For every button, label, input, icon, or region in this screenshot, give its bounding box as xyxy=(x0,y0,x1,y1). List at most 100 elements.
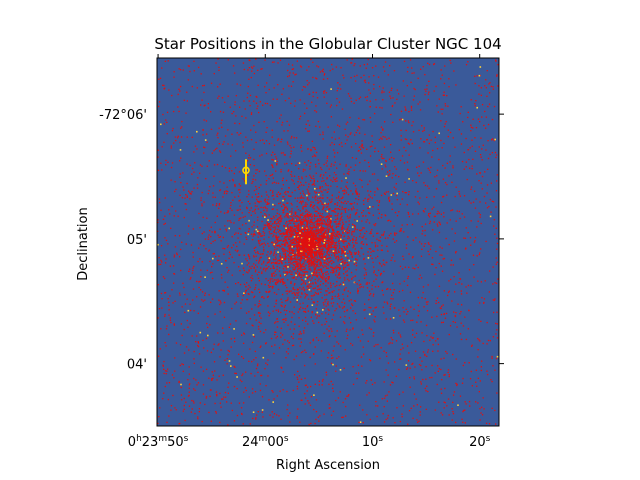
star-point xyxy=(248,78,250,80)
star-point xyxy=(443,374,445,376)
star-point xyxy=(341,258,343,260)
star-point xyxy=(431,208,433,210)
star-point xyxy=(496,242,499,245)
star-point xyxy=(354,275,356,277)
star-point xyxy=(399,420,401,423)
star-point xyxy=(368,194,370,196)
star-point xyxy=(468,310,470,312)
star-point xyxy=(343,250,345,252)
star-point xyxy=(442,164,444,167)
star-point xyxy=(251,70,253,72)
star-point xyxy=(276,225,278,227)
star-point xyxy=(283,282,285,284)
star-point xyxy=(275,274,277,276)
star-point xyxy=(448,290,450,292)
star-point xyxy=(261,296,263,298)
bright-star-point xyxy=(308,289,311,291)
star-point xyxy=(279,240,281,242)
star-point xyxy=(292,288,294,290)
star-point xyxy=(341,228,343,230)
star-point xyxy=(463,237,465,239)
star-point xyxy=(234,104,236,106)
star-point xyxy=(296,385,298,388)
star-point xyxy=(274,283,277,285)
star-point xyxy=(279,390,281,392)
star-point xyxy=(293,220,295,222)
bright-star-point xyxy=(296,299,298,301)
star-point xyxy=(407,360,410,362)
star-point xyxy=(402,391,404,393)
star-point xyxy=(320,253,322,255)
star-point xyxy=(269,74,271,76)
bright-star-point xyxy=(322,309,324,311)
star-point xyxy=(406,368,408,370)
star-point xyxy=(294,283,296,285)
star-point xyxy=(173,254,176,256)
star-point xyxy=(306,210,308,212)
star-point xyxy=(302,170,304,172)
star-point xyxy=(256,226,259,228)
star-point xyxy=(486,95,488,97)
star-point xyxy=(390,232,392,235)
star-point xyxy=(368,282,370,284)
star-point xyxy=(199,164,202,166)
star-point xyxy=(400,228,402,230)
star-point xyxy=(484,110,486,113)
star-point xyxy=(321,255,323,257)
star-point xyxy=(282,203,284,205)
star-point xyxy=(253,263,255,265)
star-point xyxy=(368,392,370,394)
star-point xyxy=(215,256,217,258)
star-point xyxy=(300,333,302,335)
star-point xyxy=(306,255,308,257)
star-point xyxy=(376,232,378,235)
star-point xyxy=(485,422,488,424)
star-point xyxy=(407,311,409,313)
star-point xyxy=(294,253,296,255)
star-point xyxy=(408,111,410,113)
star-point xyxy=(327,260,329,262)
star-point xyxy=(357,336,360,338)
star-point xyxy=(299,345,301,347)
star-point xyxy=(427,98,429,101)
star-point xyxy=(427,349,429,351)
star-point xyxy=(281,293,284,296)
star-point xyxy=(449,59,451,62)
star-point xyxy=(294,258,296,260)
star-point xyxy=(479,201,481,203)
star-point xyxy=(437,111,439,113)
star-point xyxy=(304,266,306,268)
star-point xyxy=(426,385,428,387)
star-point xyxy=(250,66,253,68)
star-point xyxy=(242,274,244,276)
star-point xyxy=(259,244,261,247)
star-point xyxy=(326,267,328,269)
star-point xyxy=(273,61,275,63)
star-point xyxy=(381,214,383,216)
star-point xyxy=(295,73,297,75)
star-point xyxy=(162,218,165,220)
star-point xyxy=(289,266,291,268)
star-point xyxy=(300,201,302,203)
star-point xyxy=(222,332,224,334)
star-point xyxy=(318,238,320,241)
star-point xyxy=(390,113,392,116)
star-point xyxy=(165,119,167,121)
star-point xyxy=(210,389,212,391)
star-point xyxy=(284,236,286,239)
star-point xyxy=(174,300,176,302)
star-point xyxy=(291,226,293,228)
star-point xyxy=(422,351,425,353)
star-point xyxy=(199,306,202,308)
star-point xyxy=(464,316,466,318)
star-point xyxy=(310,244,312,246)
star-point xyxy=(426,303,428,305)
star-point xyxy=(435,302,437,305)
star-point xyxy=(308,402,310,404)
star-point xyxy=(374,194,376,196)
star-point xyxy=(312,295,314,297)
star-point xyxy=(309,221,312,223)
star-point xyxy=(454,291,456,293)
star-point xyxy=(286,162,288,165)
star-point xyxy=(277,139,279,141)
